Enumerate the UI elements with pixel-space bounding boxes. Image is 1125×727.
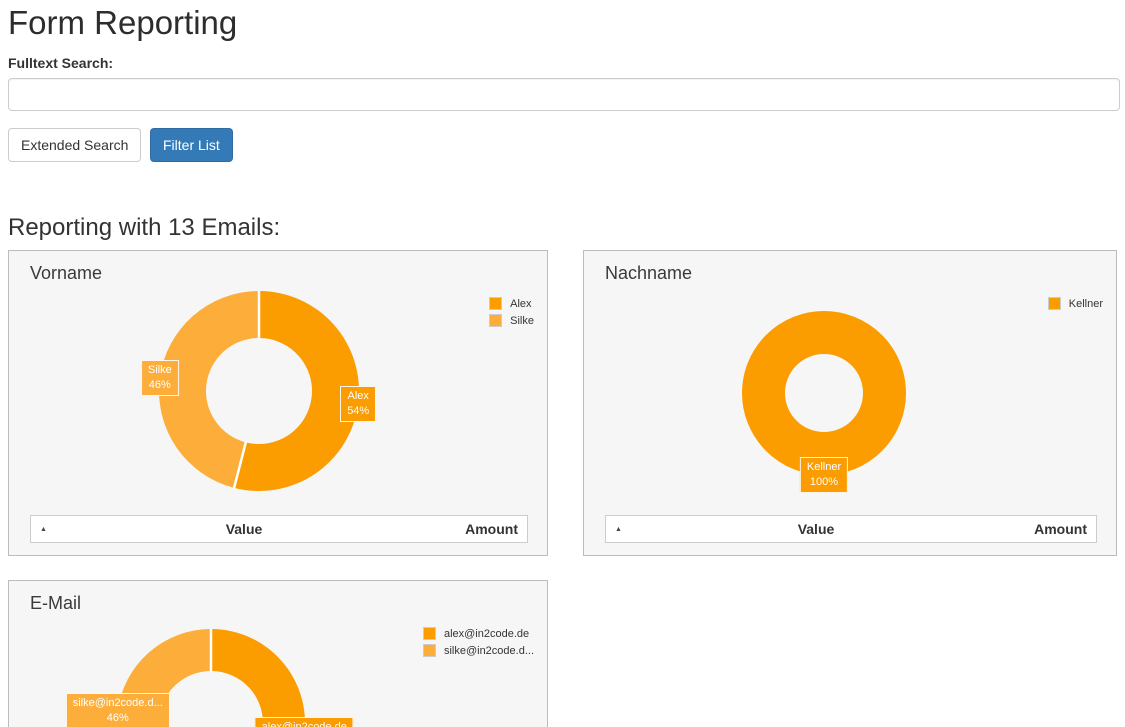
legend-item: Kellner <box>1047 297 1103 310</box>
chart-panel-vorname: Vorname Alex 54% Silke 46% Alex Silke ▲ Valu… <box>8 250 548 556</box>
donut-chart[interactable] <box>9 251 547 555</box>
legend-item: Silke <box>489 314 534 327</box>
donut-slice[interactable] <box>742 311 906 475</box>
donut-chart-area: Kellner 100% <box>584 251 1116 555</box>
slice-label-percent: 100% <box>809 476 839 488</box>
slice-label-text: Alex <box>347 389 369 402</box>
chart-table-header: ▲ Value Amount <box>605 515 1097 543</box>
donut-chart-area: Alex 54% Silke 46% <box>9 251 547 555</box>
legend-label: alex@in2code.de <box>443 627 530 640</box>
chart-legend: alex@in2code.de silke@in2code.d... <box>422 627 534 657</box>
chart-title-email: E-Mail <box>30 593 82 613</box>
chart-legend: Alex Silke <box>489 297 534 327</box>
value-column-header[interactable]: Value <box>797 521 835 537</box>
slice-label-percent: 54% <box>347 404 370 417</box>
filter-list-button[interactable]: Filter List <box>150 128 233 162</box>
slice-label-text: Kellner <box>806 461 842 473</box>
donut-chart-area: alex@in2code.de54% silke@in2code.d... 46% <box>9 581 547 727</box>
legend-item: alex@in2code.de <box>422 627 534 640</box>
legend-swatch-icon <box>422 627 436 640</box>
value-column-header[interactable]: Value <box>225 521 263 537</box>
donut-slice[interactable] <box>158 291 259 488</box>
slice-label: silke@in2code.d... 46% <box>65 693 170 727</box>
slice-label: Silke 46% <box>140 360 179 397</box>
donut-slice[interactable] <box>188 629 305 727</box>
legend-label: Kellner <box>1068 297 1103 310</box>
slice-label: Kellner 100% <box>799 457 849 493</box>
slice-label: Alex 54% <box>340 385 377 422</box>
slice-label-text: silke@in2code.d... <box>72 697 163 710</box>
slice-label-text: alex@in2code.de <box>261 720 347 727</box>
legend-label: Alex <box>510 297 532 310</box>
chart-panel-nachname: Nachname Kellner 100% Kellner ▲ Value Amo… <box>583 250 1117 556</box>
amount-column-header[interactable]: Amount <box>1034 521 1087 537</box>
chart-legend: Kellner <box>1047 297 1103 310</box>
fulltext-search-label: Fulltext Search: <box>8 55 114 71</box>
sort-asc-icon[interactable]: ▲ <box>40 525 47 533</box>
chart-title-nachname: Nachname <box>605 263 693 283</box>
slice-label-percent: 46% <box>106 712 129 725</box>
legend-item: silke@in2code.d... <box>422 644 534 657</box>
slice-label-text: Silke <box>147 364 172 377</box>
slice-label: alex@in2code.de54% <box>254 716 354 727</box>
sort-asc-icon[interactable]: ▲ <box>615 525 622 533</box>
chart-title-vorname: Vorname <box>30 263 103 283</box>
legend-swatch-icon <box>489 297 503 310</box>
legend-label: Silke <box>510 314 534 327</box>
chart-panel-email: E-Mail alex@in2code.de54% silke@in2code.d… <box>8 580 548 727</box>
legend-label: silke@in2code.d... <box>443 644 534 657</box>
extended-search-button[interactable]: Extended Search <box>8 128 142 162</box>
donut-slice[interactable] <box>234 291 359 491</box>
slice-separator <box>232 441 248 490</box>
legend-swatch-icon <box>1047 297 1061 310</box>
slice-label-percent: 46% <box>148 379 171 392</box>
legend-item: Alex <box>489 297 534 310</box>
amount-column-header[interactable]: Amount <box>465 521 518 537</box>
reporting-heading: Reporting with 13 Emails: <box>8 214 281 241</box>
chart-table-header: ▲ Value Amount <box>30 515 528 543</box>
legend-swatch-icon <box>489 314 503 327</box>
legend-swatch-icon <box>422 644 436 657</box>
fulltext-search-input[interactable] <box>8 78 1120 111</box>
donut-chart[interactable] <box>584 251 1116 555</box>
page-title: Form Reporting <box>8 4 238 41</box>
